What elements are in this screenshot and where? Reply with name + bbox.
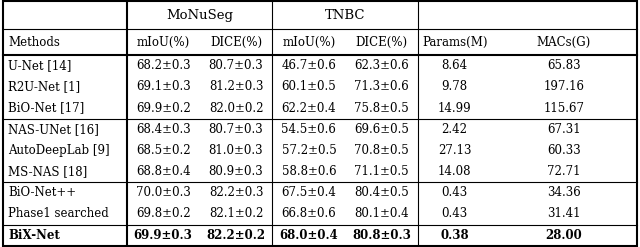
Text: MACs(G): MACs(G) [537,36,591,49]
Text: Params(M): Params(M) [422,36,488,49]
Text: 31.41: 31.41 [547,207,580,221]
Text: 27.13: 27.13 [438,144,472,157]
Text: 69.6±0.5: 69.6±0.5 [355,123,409,136]
Text: 0.43: 0.43 [442,186,468,199]
Text: 68.0±0.4: 68.0±0.4 [280,229,339,242]
Text: 71.1±0.5: 71.1±0.5 [355,165,409,178]
Text: 62.3±0.6: 62.3±0.6 [355,59,409,72]
Text: 8.64: 8.64 [442,59,468,72]
Text: 71.3±0.6: 71.3±0.6 [355,80,409,93]
Text: 70.8±0.5: 70.8±0.5 [355,144,409,157]
Text: 2.42: 2.42 [442,123,468,136]
Text: Methods: Methods [8,36,60,49]
Text: 197.16: 197.16 [543,80,584,93]
Text: 58.8±0.6: 58.8±0.6 [282,165,336,178]
Text: 80.9±0.3: 80.9±0.3 [209,165,264,178]
Text: 80.1±0.4: 80.1±0.4 [355,207,409,221]
Text: MoNuSeg: MoNuSeg [166,9,233,22]
Text: 67.5±0.4: 67.5±0.4 [282,186,337,199]
Text: 57.2±0.5: 57.2±0.5 [282,144,336,157]
Text: 68.5±0.2: 68.5±0.2 [136,144,191,157]
Text: 68.4±0.3: 68.4±0.3 [136,123,191,136]
Text: U-Net [14]: U-Net [14] [8,59,72,72]
Text: 68.2±0.3: 68.2±0.3 [136,59,191,72]
Text: 14.99: 14.99 [438,102,472,115]
Text: 0.38: 0.38 [440,229,469,242]
Text: DICE(%): DICE(%) [356,36,408,49]
Text: R2U-Net [1]: R2U-Net [1] [8,80,81,93]
Text: 82.0±0.2: 82.0±0.2 [209,102,263,115]
Text: BiO-Net [17]: BiO-Net [17] [8,102,84,115]
Text: 80.8±0.3: 80.8±0.3 [353,229,412,242]
Text: 81.0±0.3: 81.0±0.3 [209,144,264,157]
Text: 62.2±0.4: 62.2±0.4 [282,102,336,115]
Text: Phase1 searched: Phase1 searched [8,207,109,221]
Text: 65.83: 65.83 [547,59,580,72]
Text: MS-NAS [18]: MS-NAS [18] [8,165,88,178]
Text: 82.2±0.2: 82.2±0.2 [207,229,266,242]
Text: 69.9±0.3: 69.9±0.3 [134,229,193,242]
Text: 9.78: 9.78 [442,80,468,93]
Text: 80.4±0.5: 80.4±0.5 [355,186,409,199]
Text: BiO-Net++: BiO-Net++ [8,186,76,199]
Text: 82.2±0.3: 82.2±0.3 [209,186,263,199]
Text: mIoU(%): mIoU(%) [282,36,335,49]
Text: 34.36: 34.36 [547,186,581,199]
Text: 115.67: 115.67 [543,102,584,115]
Text: 66.8±0.6: 66.8±0.6 [282,207,336,221]
Text: DICE(%): DICE(%) [210,36,262,49]
Text: 80.7±0.3: 80.7±0.3 [209,123,264,136]
Text: 68.8±0.4: 68.8±0.4 [136,165,191,178]
Text: 14.08: 14.08 [438,165,472,178]
Text: 70.0±0.3: 70.0±0.3 [136,186,191,199]
Text: NAS-UNet [16]: NAS-UNet [16] [8,123,99,136]
Text: BiX-Net: BiX-Net [8,229,60,242]
Text: TNBC: TNBC [325,9,365,22]
Text: 80.7±0.3: 80.7±0.3 [209,59,264,72]
Text: 69.1±0.3: 69.1±0.3 [136,80,191,93]
Text: 54.5±0.6: 54.5±0.6 [282,123,337,136]
Text: 72.71: 72.71 [547,165,580,178]
Text: 67.31: 67.31 [547,123,580,136]
Text: 81.2±0.3: 81.2±0.3 [209,80,263,93]
Text: 46.7±0.6: 46.7±0.6 [282,59,337,72]
Text: AutoDeepLab [9]: AutoDeepLab [9] [8,144,110,157]
Text: 60.1±0.5: 60.1±0.5 [282,80,336,93]
Text: 28.00: 28.00 [545,229,582,242]
Text: mIoU(%): mIoU(%) [136,36,190,49]
Text: 0.43: 0.43 [442,207,468,221]
Text: 75.8±0.5: 75.8±0.5 [355,102,409,115]
Text: 82.1±0.2: 82.1±0.2 [209,207,263,221]
Text: 60.33: 60.33 [547,144,581,157]
Text: 69.8±0.2: 69.8±0.2 [136,207,191,221]
Text: 69.9±0.2: 69.9±0.2 [136,102,191,115]
